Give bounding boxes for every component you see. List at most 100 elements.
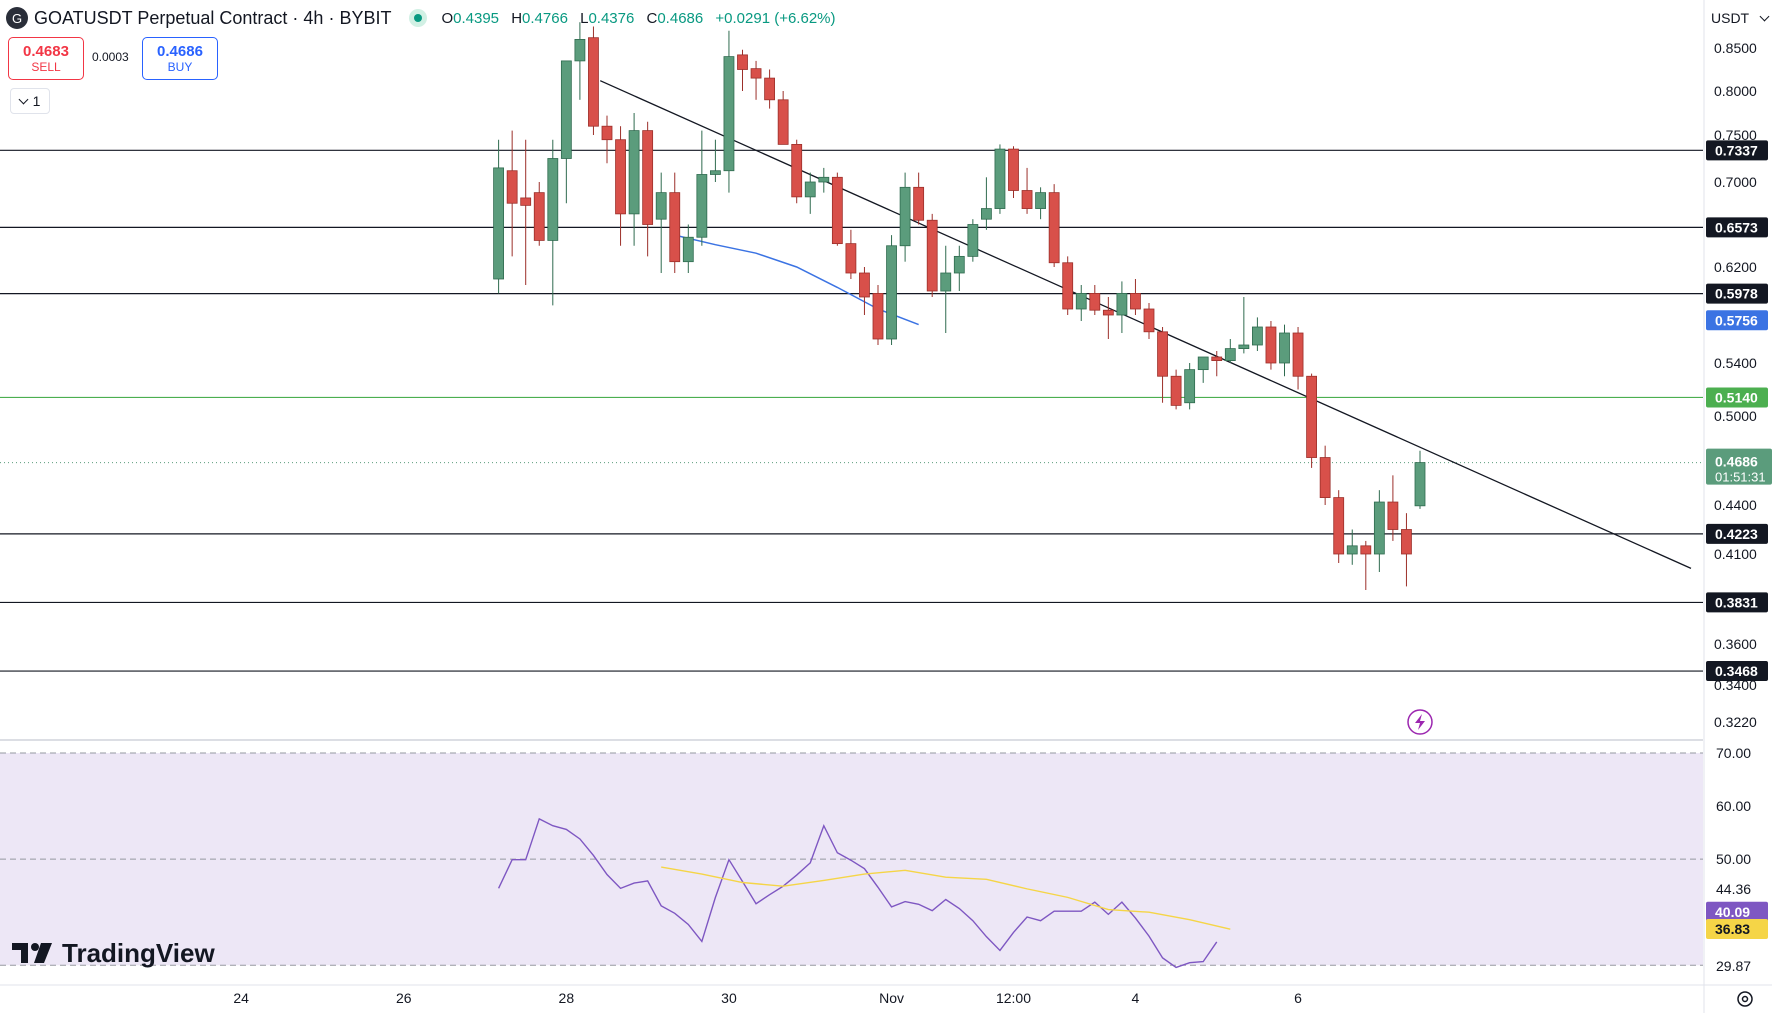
candle-body: [1116, 292, 1128, 316]
interval-value: 1: [32, 93, 41, 109]
candle-body: [1252, 326, 1263, 346]
time-tick-label: 12:00: [996, 990, 1031, 1006]
lightning-alert-icon[interactable]: [1407, 709, 1433, 735]
candle-body: [506, 170, 518, 204]
price-tick-label: 0.7000: [1714, 174, 1757, 190]
candle-body: [1238, 344, 1250, 349]
rsi-tick-label: 50.00: [1716, 851, 1751, 867]
tradingview-logo[interactable]: TradingView: [12, 938, 215, 968]
level-price-tag-bg: [1706, 592, 1768, 613]
level-price-tag: 0.5978: [1715, 286, 1758, 302]
candle-body: [1292, 332, 1304, 377]
candle-body: [1279, 332, 1290, 364]
time-tick-label: 26: [396, 990, 412, 1006]
candle-body: [750, 68, 762, 79]
level-price-tag-bg: [1706, 140, 1768, 161]
candle-body: [682, 236, 694, 263]
rsi-tick-label: 44.36: [1716, 881, 1751, 897]
candle-body: [1373, 501, 1385, 555]
candle-body: [913, 186, 925, 221]
level-price-tag-bg: [1706, 387, 1768, 408]
candle-body: [1319, 457, 1331, 498]
candles: [493, 22, 1426, 590]
spread-value: 0.0003: [92, 50, 129, 64]
open-value: 0.4395: [453, 9, 500, 27]
buy-label: BUY: [167, 60, 193, 74]
price-tick-label: 0.5000: [1714, 408, 1757, 424]
candle-body: [1130, 292, 1141, 310]
time-tick-label: 24: [233, 990, 249, 1006]
candle-body: [899, 186, 911, 247]
level-price-tag-bg: [1706, 217, 1768, 238]
gear-icon[interactable]: [1737, 991, 1753, 1007]
logo-text: TradingView: [62, 937, 215, 968]
symbol-title[interactable]: GOATUSDT Perpetual Contract · 4h · BYBIT: [34, 7, 392, 28]
price-tick-label: 0.8500: [1714, 40, 1757, 56]
price-tick-label: 0.7500: [1714, 127, 1757, 143]
rsi-line: [497, 817, 1218, 969]
time-tick-label: 30: [721, 990, 737, 1006]
candle-body: [1360, 545, 1372, 555]
candle-body: [615, 139, 626, 215]
candle-body: [1143, 308, 1155, 333]
rsi-ma-value-tag-bg: [1706, 919, 1768, 940]
rsi-ma-line: [661, 866, 1231, 930]
candle-body: [1197, 356, 1209, 371]
open-label: O: [441, 9, 454, 27]
chart-header: G GOATUSDT Perpetual Contract · 4h · BYB…: [6, 6, 836, 30]
candle-body: [777, 99, 789, 145]
candle-body: [1157, 331, 1168, 377]
price-tick-label: 0.8000: [1714, 83, 1757, 99]
rsi-tick-label: 70.00: [1716, 745, 1751, 761]
candle-body: [520, 197, 532, 206]
candle-body: [723, 56, 735, 172]
price-tick-label: 0.6200: [1714, 259, 1757, 275]
candle-body: [804, 181, 816, 198]
candle-body: [1008, 148, 1019, 191]
candle-body: [601, 125, 613, 141]
candle-body: [845, 243, 857, 274]
candle-body: [859, 272, 870, 298]
candle-body: [547, 158, 559, 241]
time-tick-label: Nov: [879, 990, 904, 1006]
buy-button[interactable]: 0.4686 BUY: [142, 37, 218, 80]
price-tick-label: 0.4400: [1714, 497, 1757, 513]
low-value: 0.4376: [588, 9, 635, 27]
candle-body: [1401, 529, 1412, 555]
time-tick-label: 6: [1294, 990, 1302, 1006]
high-label: H: [511, 9, 523, 27]
candle-body: [967, 224, 979, 257]
currency-selector[interactable]: USDT: [1707, 5, 1770, 31]
level-price-tag-bg: [1706, 283, 1768, 304]
candle-body: [588, 37, 599, 127]
candle-body: [1414, 462, 1426, 507]
sell-button[interactable]: 0.4683 SELL: [8, 37, 84, 80]
last-price-tag-bg: [1706, 448, 1772, 485]
close-label: C: [646, 9, 658, 27]
time-tick-label: 4: [1132, 990, 1140, 1006]
price-axis-background: [1704, 0, 1772, 1013]
high-value: 0.4766: [522, 9, 568, 27]
level-price-tag: 0.7337: [1715, 142, 1758, 158]
candle-body: [1211, 356, 1223, 361]
buy-price: 0.4686: [157, 43, 203, 60]
tradingview-logo-icon: [12, 943, 52, 963]
candle-body: [533, 192, 545, 241]
level-price-tag: 0.3468: [1715, 663, 1758, 679]
candle-body: [1170, 375, 1182, 406]
price-tick-label: 0.4100: [1714, 546, 1757, 562]
candle-body: [710, 170, 721, 175]
candle-body: [791, 143, 803, 198]
candle-body: [560, 60, 572, 159]
candle-body: [1265, 326, 1277, 364]
candle-body: [696, 174, 708, 238]
rsi-value-tag: 40.09: [1715, 904, 1750, 920]
price-tick-label: 0.3220: [1714, 714, 1757, 730]
time-tick-label: 28: [559, 990, 575, 1006]
rsi-ma-value-tag: 36.83: [1715, 921, 1750, 937]
candle-body: [574, 39, 586, 62]
candle-body: [1333, 497, 1345, 555]
interval-toggle-button[interactable]: 1: [10, 88, 50, 114]
candle-body: [872, 292, 884, 340]
